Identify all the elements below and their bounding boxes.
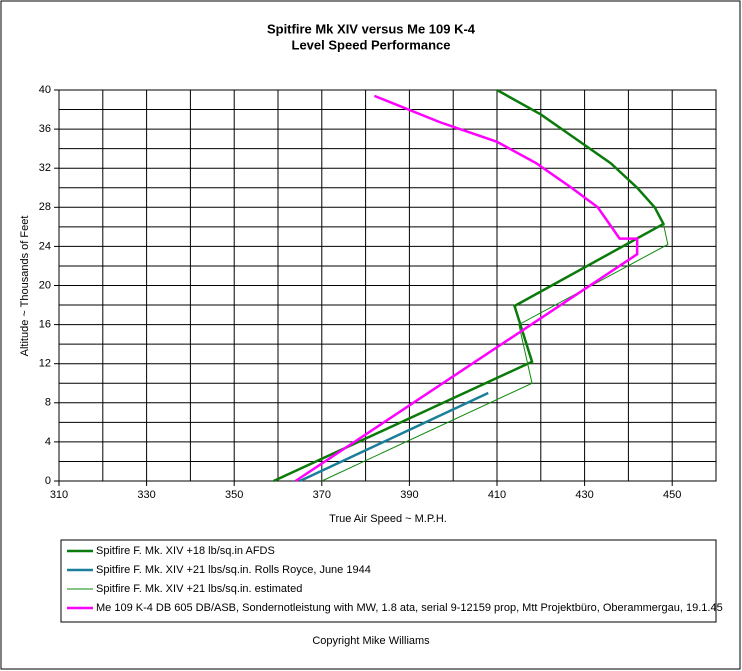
chart-title: Spitfire Mk XIV versus Me 109 K-4 <box>267 21 476 36</box>
legend-label: Spitfire F. Mk. XIV +18 lb/sq.in AFDS <box>96 545 275 557</box>
y-tick-label: 8 <box>45 397 51 409</box>
series-line <box>273 88 666 483</box>
x-tick-label: 310 <box>50 489 68 501</box>
y-tick-label: 28 <box>39 201 51 213</box>
y-tick-label: 32 <box>39 162 51 174</box>
x-tick-label: 350 <box>225 489 243 501</box>
plot-border <box>58 89 717 482</box>
x-axis-label: True Air Speed ~ M.P.H. <box>329 513 447 525</box>
series-line <box>299 391 489 483</box>
x-tick-label: 430 <box>575 489 593 501</box>
x-tick-label: 370 <box>313 489 331 501</box>
series-line <box>321 223 669 482</box>
y-tick-label: 4 <box>45 436 51 448</box>
x-tick-label: 450 <box>663 489 681 501</box>
y-tick-label: 20 <box>39 279 51 291</box>
y-axis-label: Altitude ~ Thousands of Feet <box>19 216 31 357</box>
x-tick-label: 330 <box>137 489 155 501</box>
y-tick-label: 12 <box>39 358 51 370</box>
y-tick-label: 16 <box>39 319 51 331</box>
chart-subtitle: Level Speed Performance <box>292 37 451 52</box>
series-line <box>294 94 639 483</box>
x-tick-label: 390 <box>400 489 418 501</box>
y-tick-label: 36 <box>39 123 51 135</box>
legend-label: Spitfire F. Mk. XIV +21 lbs/sq.in. estim… <box>96 583 302 595</box>
legend-label: Spitfire F. Mk. XIV +21 lbs/sq.in. Rolls… <box>96 564 371 576</box>
y-tick-label: 0 <box>45 475 51 487</box>
legend-box <box>60 539 717 623</box>
x-tick-label: 410 <box>488 489 506 501</box>
y-tick-label: 40 <box>39 84 51 96</box>
y-tick-label: 24 <box>39 240 51 252</box>
legend-label: Me 109 K-4 DB 605 DB/ASB, Sondernotleist… <box>96 602 723 614</box>
footer: Copyright Mike Williams <box>312 635 430 647</box>
